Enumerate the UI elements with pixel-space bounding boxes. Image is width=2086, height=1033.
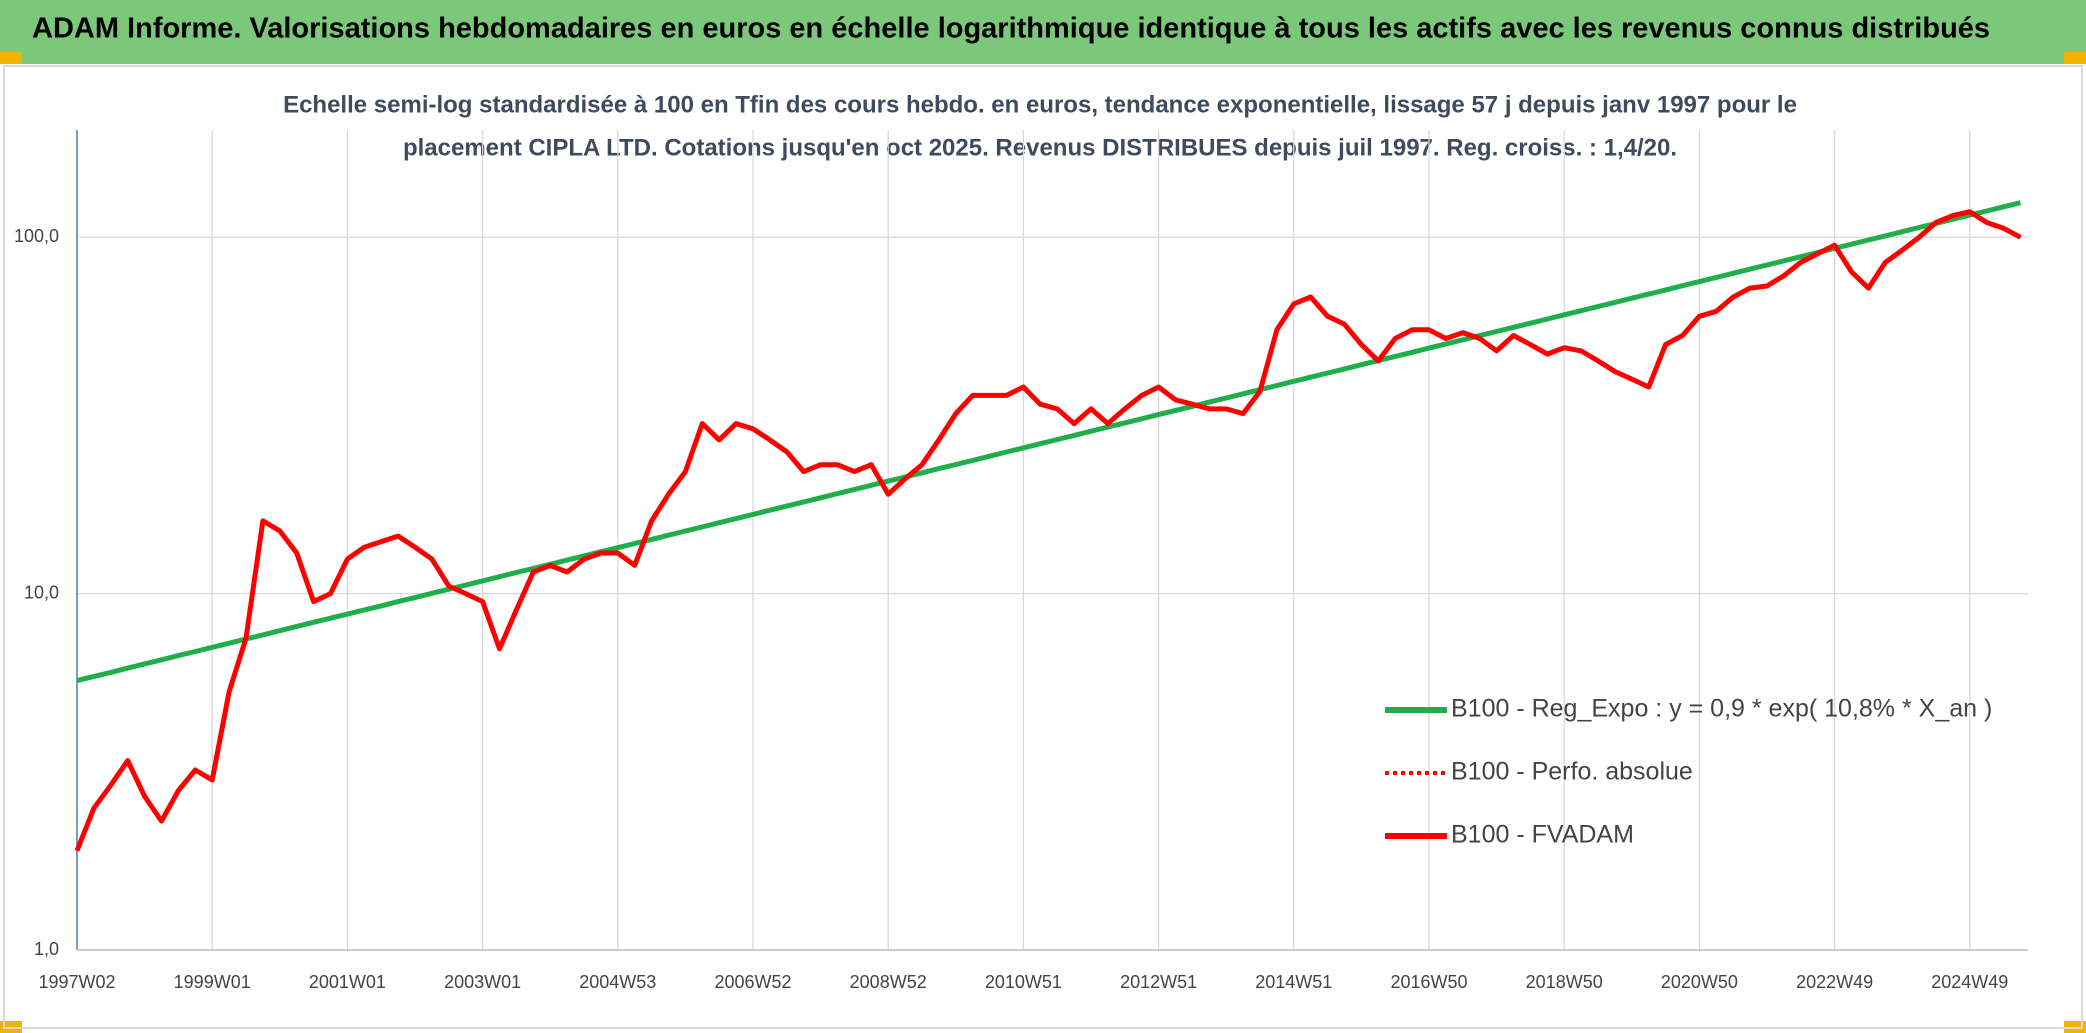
legend-label: B100 - Perfo. absolue [1451,758,1693,786]
y-tick-label: 10,0 [24,582,59,602]
x-tick-label: 1999W01 [174,972,251,992]
chart-title: ADAM Informe. Valorisations hebdomadaire… [32,13,1990,45]
data-line [74,209,2022,852]
x-tick-label: 2012W51 [1120,972,1197,992]
subtitle: Echelle semi-log standardisée à 100 en T… [283,91,1797,118]
x-tick-label: 2006W52 [714,972,791,992]
x-tick-label: 2014W51 [1255,972,1332,992]
x-tick-label: 1997W02 [38,972,115,992]
x-tick-label: 2001W01 [309,972,386,992]
legend-label: B100 - Reg_Expo : y = 0,9 * exp( 10,8% *… [1451,695,1992,723]
corner [0,52,22,64]
x-tick-label: 2024W49 [1931,972,2008,992]
x-tick-label: 2010W51 [985,972,1062,992]
y-tick-label: 100,0 [14,226,59,246]
frame [3,65,2083,1029]
x-tick-label: 2022W49 [1796,972,1873,992]
x-tick-label: 2020W50 [1661,972,1738,992]
x-tick-label: 2018W50 [1526,972,1603,992]
subtitle: placement CIPLA LTD. Cotations jusqu'en … [403,134,1677,161]
legend-label: B100 - FVADAM [1451,821,1634,849]
x-tick-label: 2016W50 [1390,972,1467,992]
corner [2064,52,2086,64]
data-line [76,200,2022,684]
y-tick-label: 1,0 [34,939,59,959]
x-tick-label: 2008W52 [850,972,927,992]
x-tick-label: 2003W01 [444,972,521,992]
title-bar [0,0,2086,64]
x-tick-label: 2004W53 [579,972,656,992]
